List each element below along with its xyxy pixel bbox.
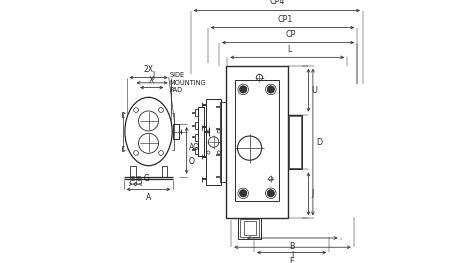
- Text: A: A: [146, 193, 151, 201]
- Text: CP: CP: [285, 31, 296, 39]
- Bar: [226, 66, 288, 218]
- Circle shape: [267, 86, 275, 93]
- Bar: [235, 80, 279, 201]
- Text: U: U: [311, 86, 317, 95]
- Bar: [288, 115, 302, 169]
- Bar: [130, 166, 136, 177]
- Circle shape: [267, 190, 275, 197]
- Bar: [206, 99, 221, 185]
- Text: X: X: [149, 76, 154, 85]
- Bar: [198, 107, 204, 156]
- Bar: [238, 218, 261, 239]
- Bar: [161, 166, 168, 177]
- Bar: [195, 122, 198, 129]
- Bar: [219, 102, 226, 182]
- Text: J: J: [152, 71, 154, 80]
- Text: SIDE
MOUNTING
PAD: SIDE MOUNTING PAD: [169, 72, 206, 93]
- Bar: [289, 116, 301, 168]
- Bar: [173, 124, 179, 139]
- Text: CP1: CP1: [278, 15, 292, 24]
- Circle shape: [240, 86, 247, 93]
- Bar: [195, 109, 198, 116]
- Bar: [244, 221, 256, 235]
- Text: CP4: CP4: [269, 0, 285, 6]
- Text: D: D: [316, 138, 322, 146]
- Text: I: I: [292, 251, 293, 260]
- Text: E: E: [136, 176, 140, 182]
- Text: B: B: [290, 242, 295, 251]
- Bar: [195, 134, 198, 141]
- Text: L: L: [288, 45, 292, 54]
- Bar: [241, 219, 259, 237]
- Text: F: F: [289, 257, 294, 263]
- Text: AO: AO: [189, 143, 200, 152]
- Circle shape: [240, 190, 247, 197]
- Text: 2X: 2X: [144, 65, 154, 74]
- Text: J: J: [311, 189, 313, 198]
- Text: G: G: [143, 174, 149, 183]
- Bar: [195, 147, 198, 154]
- Text: O: O: [189, 157, 195, 166]
- Text: E: E: [131, 176, 135, 182]
